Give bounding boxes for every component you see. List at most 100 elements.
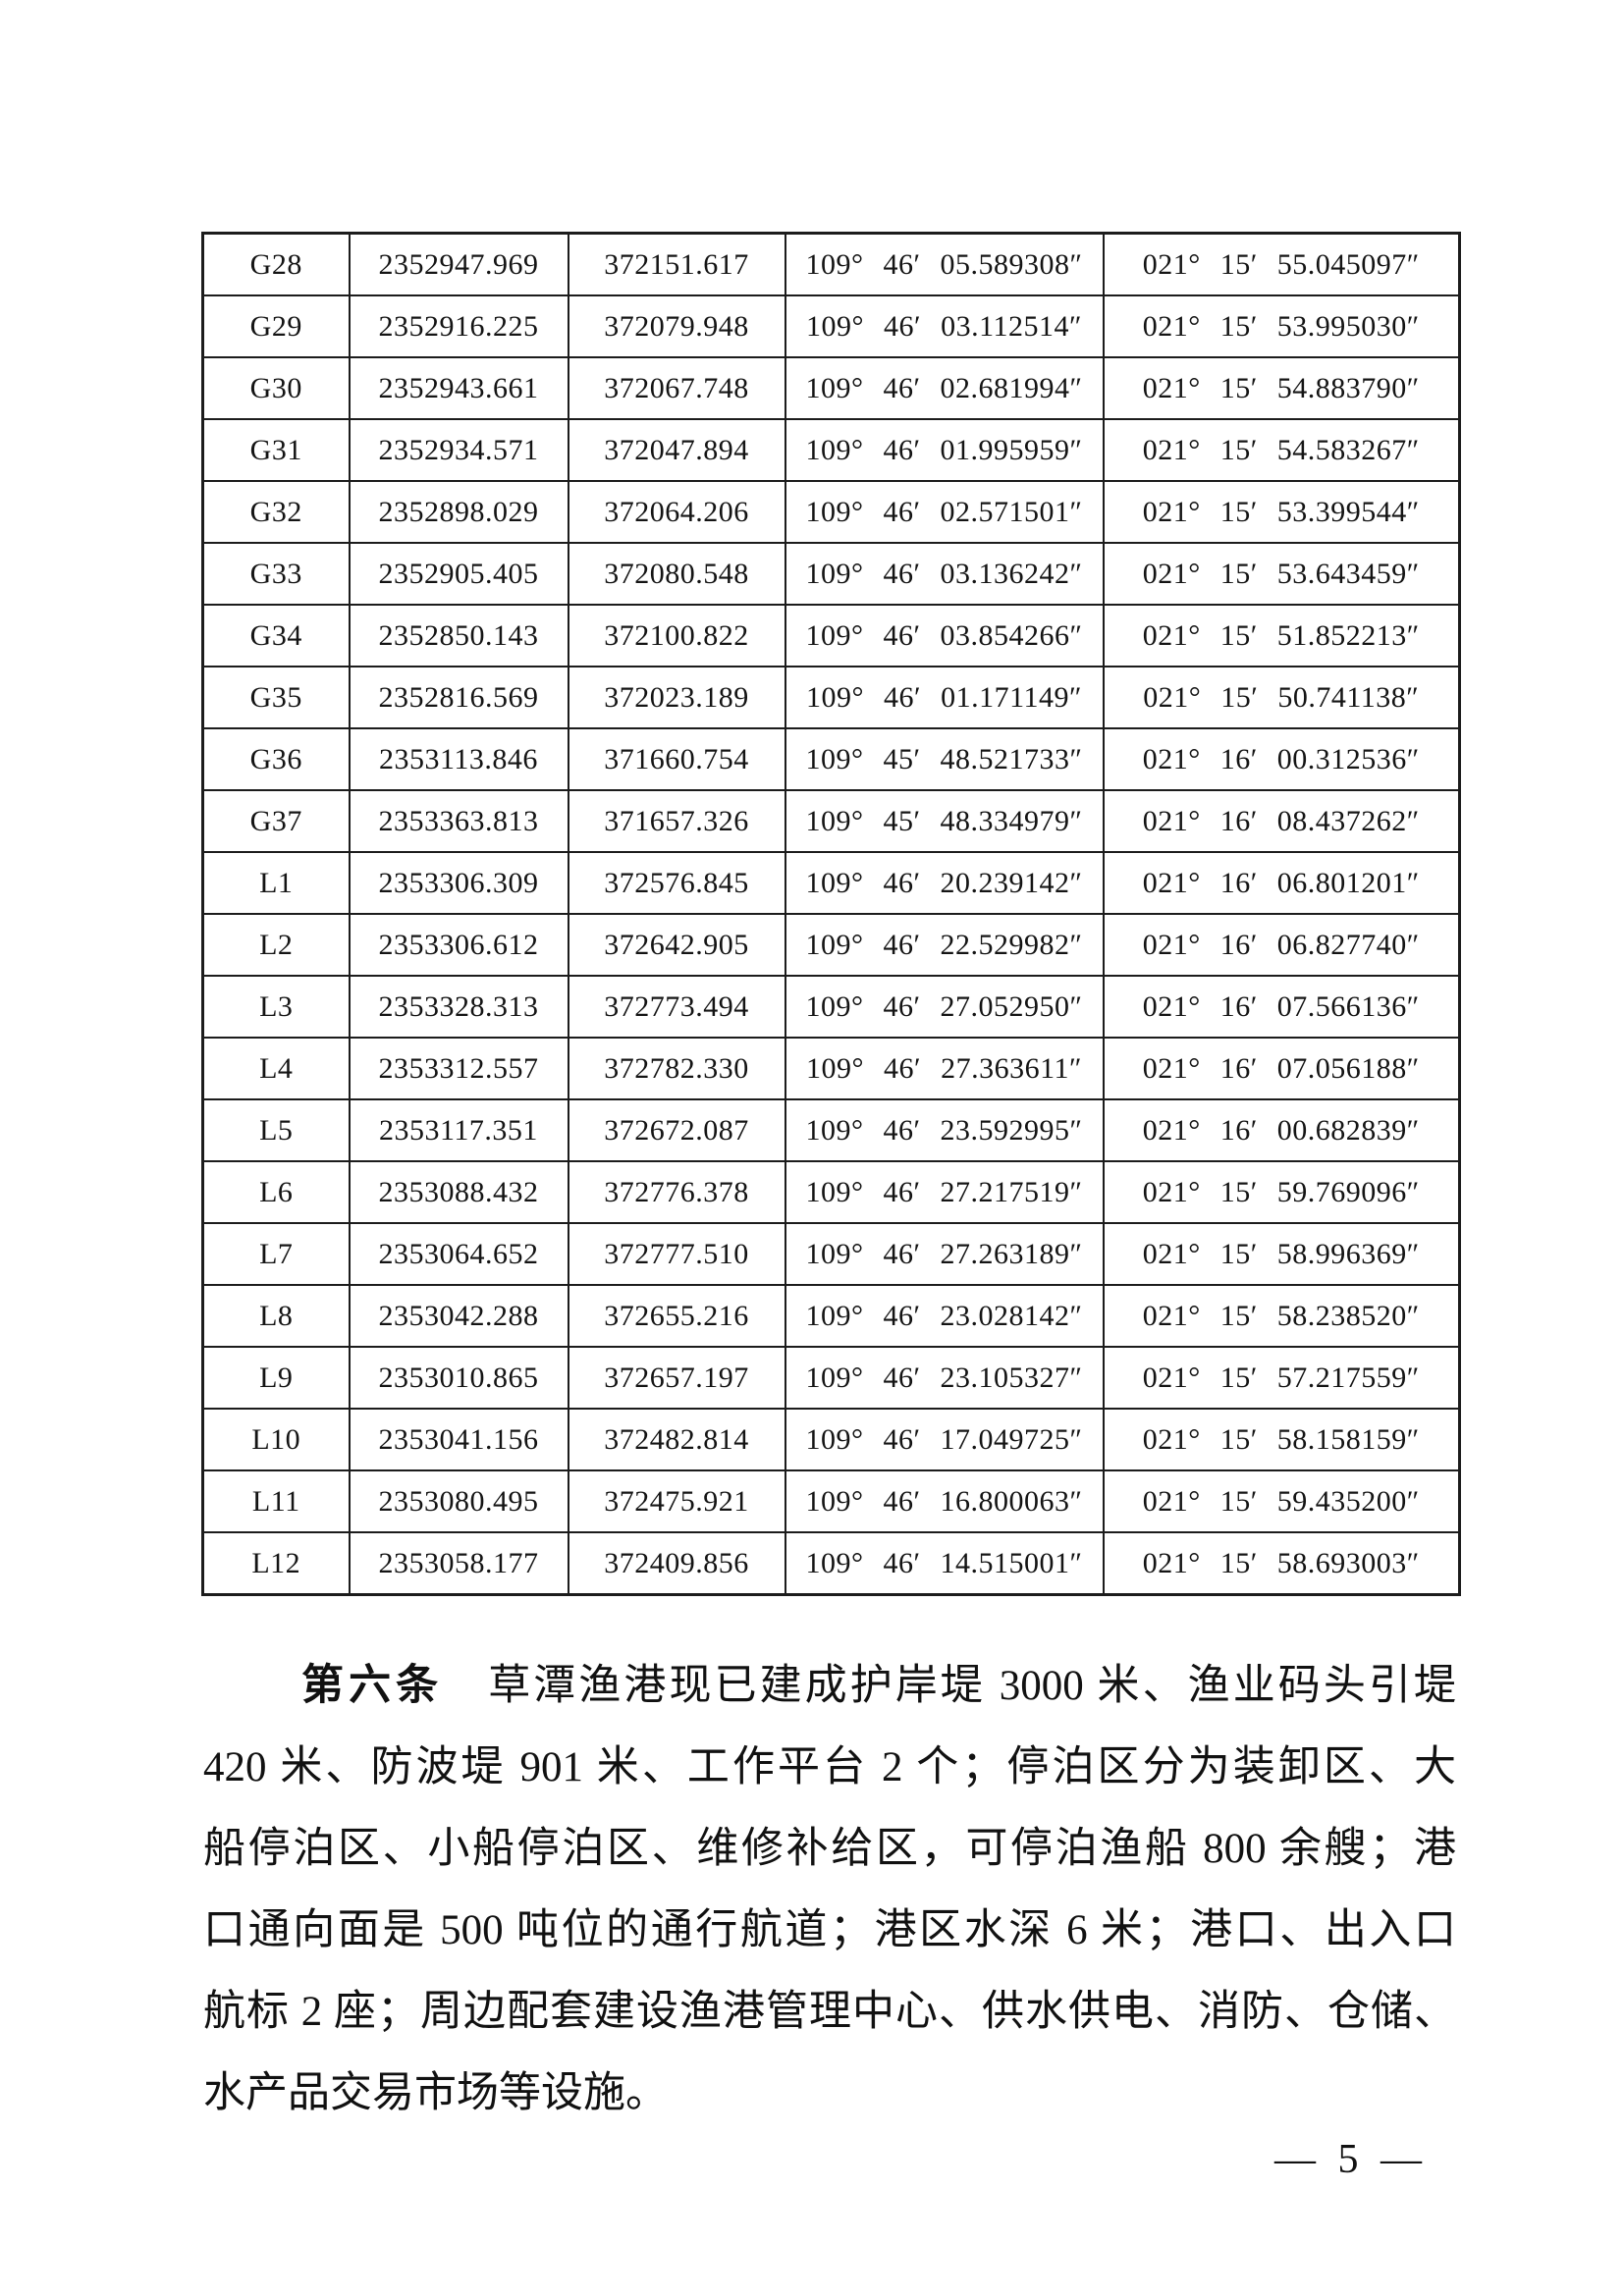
table-row: G29 2352916.225 372079.948 109° 46′ 03.1125… — [201, 294, 1461, 358]
cell-lat: 021° 15′ 53.643459″ — [1102, 542, 1461, 606]
cell-lon: 109° 46′ 05.589308″ — [784, 232, 1105, 296]
cell-x: 2353088.432 — [348, 1160, 569, 1224]
cell-point-id: G35 — [201, 666, 351, 729]
cell-y: 372782.330 — [567, 1037, 786, 1100]
table-row: L2 2353306.612 372642.905 109° 46′ 22.52998… — [201, 913, 1461, 977]
cell-lon: 109° 46′ 02.571501″ — [784, 480, 1105, 544]
cell-y: 372482.814 — [567, 1408, 786, 1471]
table-row: L6 2353088.432 372776.378 109° 46′ 27.21751… — [201, 1160, 1461, 1224]
cell-point-id: L3 — [201, 975, 351, 1039]
cell-x: 2353117.351 — [348, 1098, 569, 1162]
cell-point-id: L8 — [201, 1284, 351, 1348]
cell-point-id: L5 — [201, 1098, 351, 1162]
table-row: G31 2352934.571 372047.894 109° 46′ 01.9959… — [201, 418, 1461, 482]
cell-lon: 109° 46′ 27.217519″ — [784, 1160, 1105, 1224]
cell-lat: 021° 15′ 58.158159″ — [1102, 1408, 1461, 1471]
cell-lon: 109° 46′ 14.515001″ — [784, 1531, 1105, 1596]
table-row: L4 2353312.557 372782.330 109° 46′ 27.36361… — [201, 1037, 1461, 1100]
cell-lat: 021° 15′ 50.741138″ — [1102, 666, 1461, 729]
cell-lon: 109° 45′ 48.334979″ — [784, 789, 1105, 853]
cell-point-id: G30 — [201, 356, 351, 420]
cell-lon: 109° 45′ 48.521733″ — [784, 727, 1105, 791]
cell-lon: 109° 46′ 03.854266″ — [784, 604, 1105, 667]
cell-y: 372773.494 — [567, 975, 786, 1039]
page-number-text: — 5 — — [1274, 2137, 1428, 2182]
cell-point-id: L10 — [201, 1408, 351, 1471]
table-row: L12 2353058.177 372409.856 109° 46′ 14.5150… — [201, 1531, 1461, 1596]
cell-lat: 021° 16′ 08.437262″ — [1102, 789, 1461, 853]
cell-y: 372777.510 — [567, 1222, 786, 1286]
paragraph-line: 420 米、防波堤 901 米、工作平台 2 个；停泊区分为装卸区、大 — [203, 1744, 1456, 1790]
table-row: L1 2353306.309 372576.845 109° 46′ 20.23914… — [201, 851, 1461, 915]
table-row: G34 2352850.143 372100.822 109° 46′ 03.8542… — [201, 604, 1461, 667]
coordinate-table: G28 2352947.969 372151.617 109° 46′ 05.5893… — [201, 232, 1461, 1596]
coordinate-table-body: G28 2352947.969 372151.617 109° 46′ 05.5893… — [201, 232, 1461, 1596]
cell-x: 2352816.569 — [348, 666, 569, 729]
cell-lat: 021° 15′ 59.769096″ — [1102, 1160, 1461, 1224]
cell-point-id: G29 — [201, 294, 351, 358]
cell-y: 371657.326 — [567, 789, 786, 853]
cell-lon: 109° 46′ 23.105327″ — [784, 1346, 1105, 1410]
cell-x: 2353064.652 — [348, 1222, 569, 1286]
cell-point-id: G31 — [201, 418, 351, 482]
cell-lat: 021° 16′ 06.801201″ — [1102, 851, 1461, 915]
cell-x: 2352916.225 — [348, 294, 569, 358]
cell-y: 372657.197 — [567, 1346, 786, 1410]
paragraph-line: 水产品交易市场等设施。 — [203, 2070, 668, 2116]
cell-point-id: G34 — [201, 604, 351, 667]
cell-x: 2353058.177 — [348, 1531, 569, 1596]
cell-lon: 109° 46′ 27.263189″ — [784, 1222, 1105, 1286]
paragraph-text: 草潭渔港现已建成护岸堤 3000 米、渔业码头引堤 — [488, 1663, 1457, 1709]
table-row: G35 2352816.569 372023.189 109° 46′ 01.1711… — [201, 666, 1461, 729]
cell-x: 2353041.156 — [348, 1408, 569, 1471]
cell-x: 2353042.288 — [348, 1284, 569, 1348]
cell-x: 2353312.557 — [348, 1037, 569, 1100]
cell-lon: 109° 46′ 23.028142″ — [784, 1284, 1105, 1348]
table-row: G33 2352905.405 372080.548 109° 46′ 03.1362… — [201, 542, 1461, 606]
cell-lat: 021° 15′ 51.852213″ — [1102, 604, 1461, 667]
cell-lat: 021° 15′ 58.238520″ — [1102, 1284, 1461, 1348]
cell-x: 2352943.661 — [348, 356, 569, 420]
table-row: L9 2353010.865 372657.197 109° 46′ 23.10532… — [201, 1346, 1461, 1410]
paragraph-line: 口通向面是 500 吨位的通行航道；港区水深 6 米；港口、出入口 — [203, 1907, 1456, 1953]
cell-lon: 109° 46′ 27.363611″ — [784, 1037, 1105, 1100]
table-row: L11 2353080.495 372475.921 109° 46′ 16.8000… — [201, 1469, 1461, 1533]
cell-lon: 109° 46′ 22.529982″ — [784, 913, 1105, 977]
table-row: G36 2353113.846 371660.754 109° 45′ 48.5217… — [201, 727, 1461, 791]
cell-x: 2352850.143 — [348, 604, 569, 667]
cell-y: 372079.948 — [567, 294, 786, 358]
cell-y: 372409.856 — [567, 1531, 786, 1596]
paragraph-line: 航标 2 座；周边配套建设渔港管理中心、供水供电、消防、仓储、 — [203, 1989, 1456, 2035]
cell-point-id: L7 — [201, 1222, 351, 1286]
table-row: G37 2353363.813 371657.326 109° 45′ 48.3349… — [201, 789, 1461, 853]
cell-lat: 021° 16′ 06.827740″ — [1102, 913, 1461, 977]
cell-x: 2353113.846 — [348, 727, 569, 791]
cell-lat: 021° 16′ 00.682839″ — [1102, 1098, 1461, 1162]
cell-lat: 021° 15′ 55.045097″ — [1102, 232, 1461, 296]
cell-point-id: L2 — [201, 913, 351, 977]
article-number-heading: 第六条 — [301, 1662, 444, 1709]
cell-lat: 021° 15′ 57.217559″ — [1102, 1346, 1461, 1410]
cell-lon: 109° 46′ 01.995959″ — [784, 418, 1105, 482]
cell-point-id: L9 — [201, 1346, 351, 1410]
cell-lat: 021° 15′ 53.995030″ — [1102, 294, 1461, 358]
cell-lat: 021° 15′ 54.883790″ — [1102, 356, 1461, 420]
cell-y: 372672.087 — [567, 1098, 786, 1162]
cell-y: 372067.748 — [567, 356, 786, 420]
cell-lon: 109° 46′ 01.171149″ — [784, 666, 1105, 729]
cell-point-id: G37 — [201, 789, 351, 853]
cell-point-id: L1 — [201, 851, 351, 915]
paragraph-line: 船停泊区、小船停泊区、维修补给区，可停泊渔船 800 余艘；港 — [203, 1826, 1456, 1872]
table-row: L3 2353328.313 372773.494 109° 46′ 27.05295… — [201, 975, 1461, 1039]
cell-x: 2353080.495 — [348, 1469, 569, 1533]
cell-x: 2352934.571 — [348, 418, 569, 482]
cell-y: 372475.921 — [567, 1469, 786, 1533]
cell-x: 2353010.865 — [348, 1346, 569, 1410]
cell-lon: 109° 46′ 17.049725″ — [784, 1408, 1105, 1471]
cell-lon: 109° 46′ 03.112514″ — [784, 294, 1105, 358]
cell-point-id: G36 — [201, 727, 351, 791]
cell-x: 2352905.405 — [348, 542, 569, 606]
table-row: G30 2352943.661 372067.748 109° 46′ 02.6819… — [201, 356, 1461, 420]
cell-point-id: L12 — [201, 1531, 351, 1596]
